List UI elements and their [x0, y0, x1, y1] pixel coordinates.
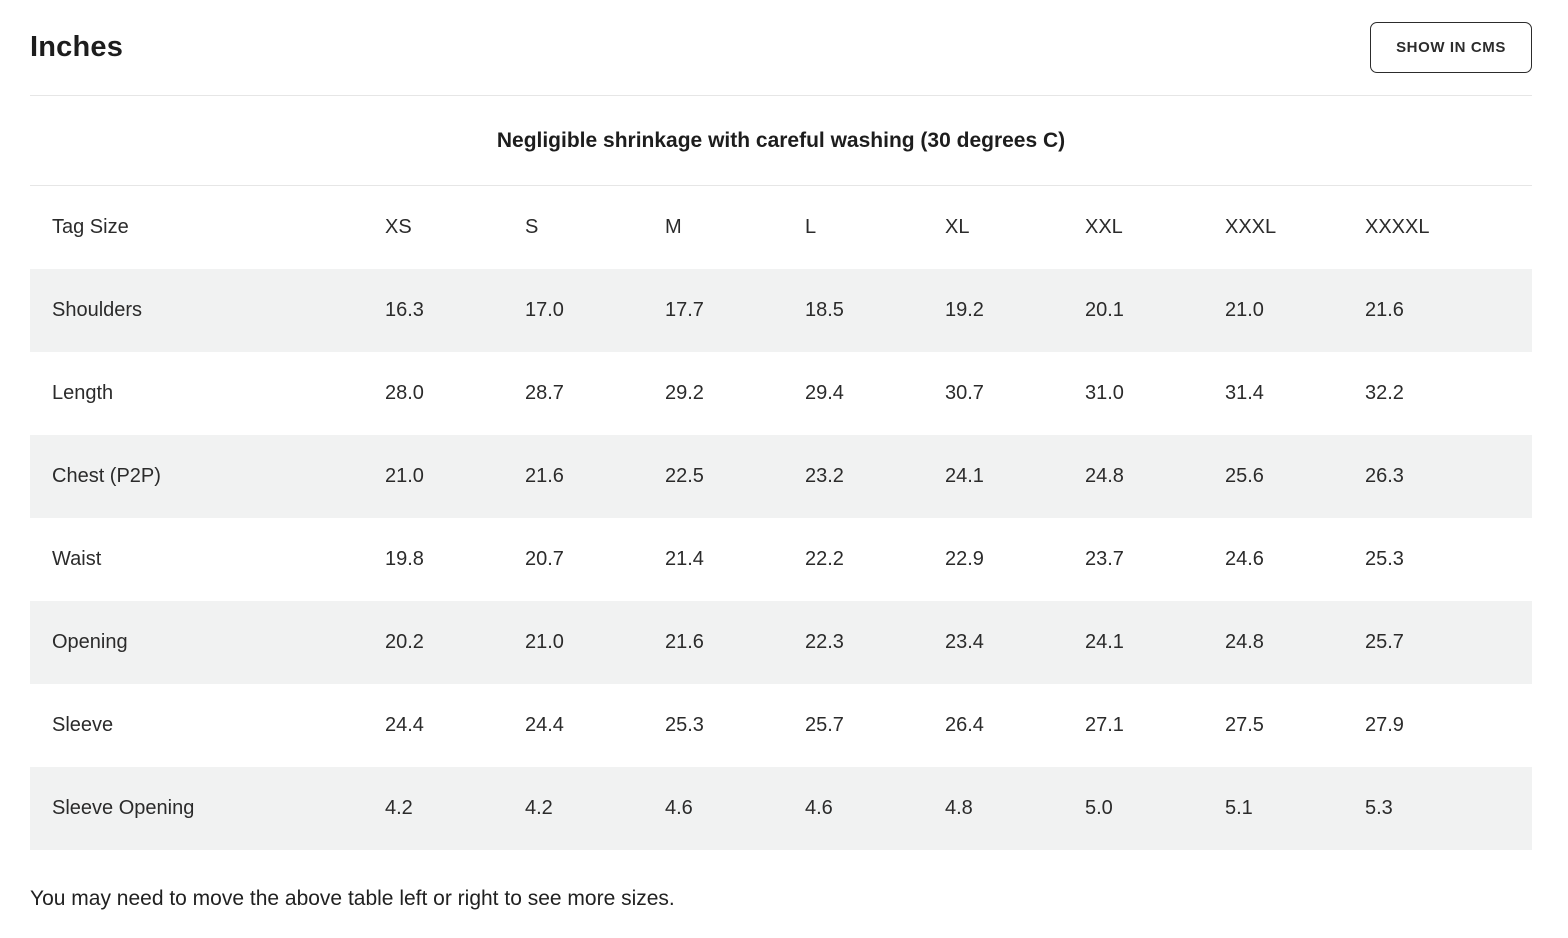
size-value-cell: 4.6 — [783, 767, 923, 850]
size-value-cell: 4.2 — [503, 767, 643, 850]
size-value-cell: 27.1 — [1085, 714, 1124, 736]
show-in-cms-button[interactable]: SHOW IN CMS — [1370, 22, 1532, 73]
size-value-cell: 23.2 — [783, 435, 923, 518]
size-value-cell: 21.0 — [363, 435, 503, 518]
size-value-cell: 17.7 — [643, 269, 783, 352]
column-header-tag-size: Tag Size — [52, 216, 129, 238]
size-value-cell: 19.8 — [385, 548, 424, 570]
size-value-cell: 25.7 — [805, 714, 844, 736]
measurement-label-cell: Chest (P2P) — [30, 435, 363, 518]
table-row: Shoulders 16.3 17.0 17.7 18.5 19.2 20.1 21.0 21.… — [30, 269, 1532, 352]
size-value-cell: 5.3 — [1343, 767, 1532, 850]
size-value-cell: 27.5 — [1225, 714, 1264, 736]
size-value-cell: 22.2 — [805, 548, 844, 570]
size-value-cell: 32.2 — [1365, 382, 1404, 404]
size-value-cell: 22.3 — [783, 601, 923, 684]
table-row: Waist 19.8 20.7 21.4 22.2 22.9 23.7 24.6 25.3 — [30, 518, 1532, 601]
size-value-cell: 30.7 — [945, 382, 984, 404]
measurement-label-cell: Sleeve — [52, 714, 114, 736]
size-value-cell: 20.2 — [363, 601, 503, 684]
size-chart-panel: Inches SHOW IN CMS Negligible shrinkage … — [30, 0, 1532, 910]
size-value-cell: 29.4 — [805, 382, 844, 404]
size-value-cell: 25.7 — [1343, 601, 1532, 684]
shrinkage-note-band: Negligible shrinkage with careful washin… — [30, 96, 1532, 186]
size-value-cell: 24.4 — [525, 714, 564, 736]
size-value-cell: 22.9 — [945, 548, 984, 570]
size-value-cell: 21.4 — [665, 548, 704, 570]
size-value-cell: 25.3 — [1365, 548, 1404, 570]
table-row: Sleeve 24.4 24.4 25.3 25.7 26.4 27.1 27.5 27.9 — [30, 684, 1532, 767]
page-title: Inches — [30, 31, 124, 63]
table-row: Length 28.0 28.7 29.2 29.4 30.7 31.0 31.4 32.2 — [30, 352, 1532, 435]
column-header-s: S — [525, 216, 539, 238]
size-value-cell: 24.8 — [1063, 435, 1203, 518]
size-value-cell: 23.7 — [1085, 548, 1124, 570]
size-value-cell: 21.6 — [503, 435, 643, 518]
table-row: Chest (P2P) 21.0 21.6 22.5 23.2 24.1 24.8 25.6 2… — [30, 435, 1532, 518]
table-scroll-hint: You may need to move the above table lef… — [30, 887, 675, 910]
size-value-cell: 26.4 — [945, 714, 984, 736]
size-value-cell: 5.1 — [1203, 767, 1343, 850]
size-value-cell: 19.2 — [923, 269, 1063, 352]
size-value-cell: 31.0 — [1085, 382, 1124, 404]
table-header-row: Tag Size XS S M L XL XXL XXXL XXXXL — [30, 186, 1532, 269]
measurement-label-cell: Opening — [30, 601, 363, 684]
column-header-xxl: XXL — [1085, 216, 1123, 238]
size-value-cell: 21.6 — [643, 601, 783, 684]
size-value-cell: 25.6 — [1203, 435, 1343, 518]
size-value-cell: 24.8 — [1203, 601, 1343, 684]
size-value-cell: 26.3 — [1343, 435, 1532, 518]
size-value-cell: 20.1 — [1063, 269, 1203, 352]
size-value-cell: 4.8 — [923, 767, 1063, 850]
size-value-cell: 28.0 — [385, 382, 424, 404]
column-header-xs: XS — [385, 216, 412, 238]
size-value-cell: 31.4 — [1225, 382, 1264, 404]
size-value-cell: 21.0 — [503, 601, 643, 684]
panel-header: Inches SHOW IN CMS — [30, 0, 1532, 96]
measurement-label-cell: Length — [52, 382, 114, 404]
size-value-cell: 18.5 — [783, 269, 923, 352]
size-value-cell: 24.4 — [385, 714, 424, 736]
size-value-cell: 4.2 — [363, 767, 503, 850]
size-value-cell: 29.2 — [665, 382, 704, 404]
size-value-cell: 20.7 — [525, 548, 564, 570]
size-value-cell: 5.0 — [1063, 767, 1203, 850]
size-value-cell: 16.3 — [363, 269, 503, 352]
size-value-cell: 28.7 — [525, 382, 564, 404]
shrinkage-note: Negligible shrinkage with careful washin… — [496, 128, 1066, 152]
size-value-cell: 4.6 — [643, 767, 783, 850]
size-value-cell: 24.6 — [1225, 548, 1264, 570]
column-header-xxxxl: XXXXL — [1365, 216, 1430, 238]
size-table: Tag Size XS S M L XL XXL XXXL XXXXL Shou… — [30, 186, 1532, 850]
size-value-cell: 22.5 — [643, 435, 783, 518]
table-row: Opening 20.2 21.0 21.6 22.3 23.4 24.1 24.8 25.7 — [30, 601, 1532, 684]
size-value-cell: 25.3 — [665, 714, 704, 736]
measurement-label-cell: Waist — [52, 548, 102, 570]
size-value-cell: 17.0 — [503, 269, 643, 352]
column-header-m: M — [665, 216, 682, 238]
measurement-label-cell: Shoulders — [30, 269, 363, 352]
size-value-cell: 24.1 — [1063, 601, 1203, 684]
column-header-xxxl: XXXL — [1225, 216, 1277, 238]
size-value-cell: 21.0 — [1203, 269, 1343, 352]
size-value-cell: 23.4 — [923, 601, 1063, 684]
column-header-l: L — [805, 216, 817, 238]
measurement-label-cell: Sleeve Opening — [30, 767, 363, 850]
table-row: Sleeve Opening 4.2 4.2 4.6 4.6 4.8 5.0 5.1 5.3 — [30, 767, 1532, 850]
size-value-cell: 27.9 — [1365, 714, 1404, 736]
size-table-scroll-area[interactable]: Tag Size XS S M L XL XXL XXXL XXXXL Shou… — [30, 186, 1532, 850]
size-value-cell: 24.1 — [923, 435, 1063, 518]
size-value-cell: 21.6 — [1343, 269, 1532, 352]
column-header-xl: XL — [945, 216, 970, 238]
